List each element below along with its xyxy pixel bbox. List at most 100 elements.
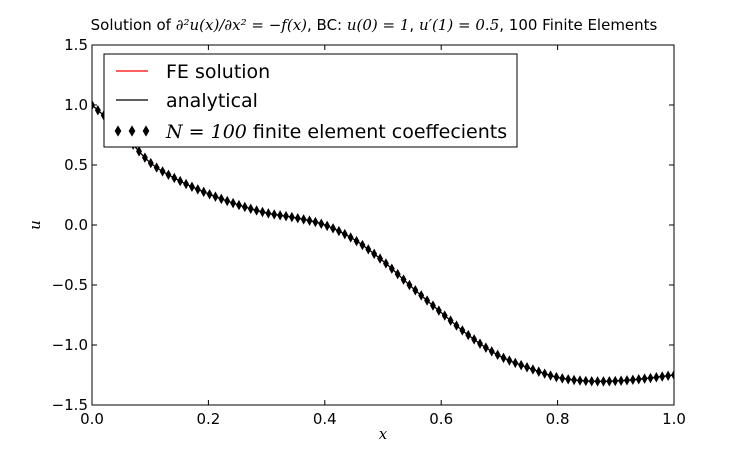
chart-title: Solution of ∂²u(x)/∂x² = −f(x), BC: u(0)… — [91, 16, 658, 34]
coefficient-marker — [459, 325, 466, 336]
coefficient-marker — [494, 349, 501, 361]
x-tick-label: 1.0 — [662, 410, 686, 428]
coefficient-marker — [641, 373, 648, 384]
coefficient-marker — [518, 359, 525, 371]
title-separator: , — [409, 16, 419, 34]
title-equation: ∂²u(x)/∂x² = −f(x) — [176, 16, 307, 34]
x-tick-label: 0.2 — [196, 410, 220, 428]
y-axis-ticks: −1.5 −1.0 −0.5 0.0 0.5 1.0 1.5 — [52, 36, 674, 414]
coefficient-marker — [212, 191, 219, 202]
coefficient-marker — [647, 372, 654, 384]
coefficient-marker — [418, 290, 425, 301]
coefficient-marker — [435, 305, 442, 316]
coefficient-marker — [218, 193, 225, 205]
coefficient-marker — [200, 186, 207, 198]
coefficient-marker — [512, 357, 519, 369]
coefficient-marker — [371, 248, 378, 260]
coefficient-marker — [424, 295, 431, 306]
coefficient-marker — [347, 232, 354, 243]
coefficient-marker — [665, 370, 672, 381]
coefficient-marker — [165, 169, 172, 181]
coefficient-marker — [618, 375, 625, 386]
coefficient-marker — [153, 162, 160, 173]
coefficient-marker — [353, 235, 360, 247]
coefficient-marker — [624, 375, 630, 386]
x-tick-label: 0.0 — [80, 410, 104, 428]
coefficient-marker — [400, 274, 407, 285]
x-tick-label: 0.6 — [429, 410, 453, 428]
coefficient-marker — [600, 376, 607, 387]
coefficient-marker — [283, 210, 289, 222]
coefficient-marker — [359, 239, 366, 251]
legend-diamond — [142, 125, 150, 137]
coefficient-marker — [535, 366, 542, 377]
coefficient-marker — [330, 223, 336, 234]
coefficient-marker — [394, 268, 401, 280]
coefficient-marker — [230, 197, 237, 209]
coefficient-marker — [659, 371, 666, 382]
coefficient-marker — [141, 152, 148, 163]
coefficient-marker — [582, 375, 589, 387]
coefficient-marker — [188, 181, 195, 193]
y-tick-label: −1.5 — [52, 396, 88, 414]
coefficient-marker — [594, 376, 601, 387]
legend-diamond — [114, 125, 122, 137]
coefficient-marker — [488, 346, 495, 357]
legend-label-math: N = 100 — [165, 121, 247, 143]
coefficient-marker — [565, 374, 572, 385]
coefficient-marker — [571, 374, 578, 386]
coefficient-marker — [524, 362, 530, 373]
title-bc-left: u(0) = 1 — [347, 16, 410, 34]
coefficient-marker — [500, 352, 507, 364]
coefficient-marker — [335, 225, 342, 237]
coefficient-marker — [606, 376, 613, 387]
coefficient-marker — [194, 184, 201, 195]
coefficient-marker — [377, 253, 384, 264]
coefficient-marker — [576, 375, 583, 386]
coefficient-marker — [412, 285, 419, 296]
analytical-line — [92, 104, 674, 382]
coefficient-marker — [224, 195, 231, 207]
coefficient-marker — [206, 189, 213, 200]
coefficient-marker — [253, 205, 260, 216]
coefficient-marker — [247, 203, 254, 214]
legend-swatch-coefficients — [114, 125, 150, 137]
y-tick-label: −1.0 — [52, 336, 88, 354]
coefficient-marker — [288, 211, 295, 223]
coefficient-marker — [482, 342, 489, 353]
legend-label-text: finite element coeffecients — [247, 121, 507, 143]
coefficient-marker — [529, 364, 536, 375]
y-tick-label: 0.5 — [64, 156, 88, 174]
coefficient-marker — [671, 369, 674, 381]
title-prefix: Solution of — [91, 16, 176, 34]
legend: FE solution analytical N = 100 finite el… — [103, 53, 518, 148]
coefficient-marker — [294, 213, 301, 224]
coefficient-marker — [94, 105, 101, 116]
y-axis-label: u — [26, 220, 44, 230]
coefficient-marker — [547, 370, 554, 381]
legend-label-fe-solution: FE solution — [166, 61, 270, 83]
coefficient-marker — [236, 199, 242, 211]
plot-frame — [91, 44, 675, 406]
y-tick-label: 0.0 — [64, 216, 88, 234]
coefficient-marker — [171, 172, 178, 184]
x-tick-label: 0.4 — [313, 410, 337, 428]
coefficient-marker — [629, 374, 636, 386]
coefficient-marker — [265, 208, 272, 219]
y-tick-label: 1.0 — [64, 96, 88, 114]
coefficient-marker — [241, 201, 248, 213]
coefficient-marker — [541, 368, 548, 379]
coefficient-marker — [300, 214, 307, 225]
coefficient-marker — [341, 228, 348, 240]
coefficient-marker — [477, 338, 483, 349]
title-bc-label: , BC: — [307, 16, 347, 34]
coefficient-marker — [306, 215, 313, 226]
coefficient-marker — [136, 146, 142, 157]
coefficient-marker — [183, 178, 190, 190]
coefficient-marker — [588, 376, 595, 387]
legend-diamond — [128, 125, 136, 137]
legend-label-analytical: analytical — [166, 90, 258, 112]
coefficient-marker — [441, 310, 448, 321]
coefficient-marker — [277, 210, 284, 221]
